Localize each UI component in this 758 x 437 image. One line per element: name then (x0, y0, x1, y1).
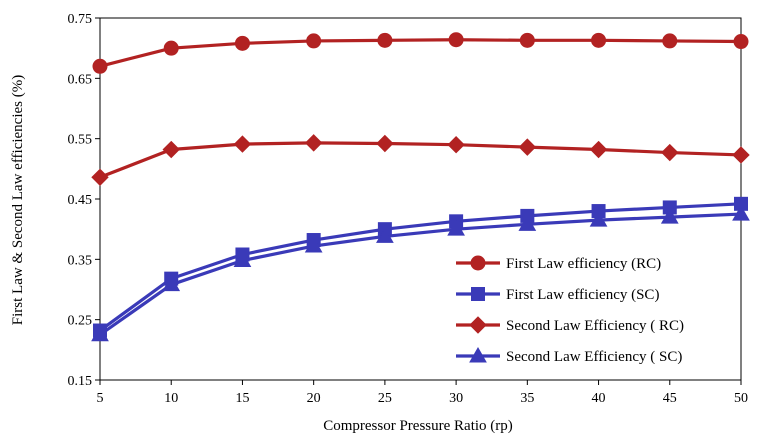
x-tick-label: 35 (520, 391, 534, 406)
data-point (306, 33, 322, 49)
legend-label: First Law efficiency (SC) (506, 287, 659, 303)
data-point (91, 168, 109, 186)
x-tick-label: 20 (307, 391, 321, 406)
data-point (732, 146, 750, 164)
data-point (162, 275, 181, 292)
x-axis-title: Compressor Pressure Ratio (rp) (323, 418, 513, 434)
data-point (233, 251, 252, 268)
legend-marker (469, 316, 487, 334)
x-tick-label: 25 (378, 391, 392, 406)
data-point (92, 58, 108, 74)
data-point (91, 325, 109, 342)
data-point (304, 237, 323, 253)
y-tick-label: 0.35 (68, 253, 93, 268)
legend-marker (471, 287, 485, 301)
data-point (234, 35, 250, 51)
x-tick-label: 30 (449, 391, 463, 406)
data-point (660, 208, 679, 224)
data-point (589, 140, 608, 159)
data-point (162, 140, 180, 159)
data-point (661, 143, 679, 162)
x-tick-label: 10 (164, 391, 178, 406)
legend-label: Second Law Efficiency ( RC) (506, 318, 684, 334)
data-point (376, 134, 394, 153)
x-tick-label: 5 (97, 391, 104, 406)
legend-marker (470, 255, 486, 271)
legend-item: First Law efficiency (RC) (456, 255, 661, 272)
data-point (591, 32, 607, 48)
data-point (589, 211, 608, 227)
data-point (447, 220, 465, 236)
legend-item: First Law efficiency (SC) (456, 287, 659, 303)
series-3 (91, 134, 750, 186)
series-line (99, 38, 742, 68)
y-tick-label: 0.75 (68, 12, 93, 27)
series-layer (91, 32, 750, 342)
data-point (733, 34, 749, 50)
x-tick-label: 40 (592, 391, 606, 406)
x-tick-label: 15 (235, 391, 249, 406)
y-axis-title: First Law & Second Law efficiencies (%) (10, 75, 26, 325)
data-point (377, 32, 393, 48)
x-axis: 5 10 15 20 25 30 35 40 45 50 (97, 380, 748, 406)
y-tick-label: 0.15 (68, 374, 93, 389)
legend-label: First Law efficiency (RC) (506, 256, 661, 272)
data-point (732, 205, 750, 221)
data-point (233, 135, 252, 153)
data-point (447, 135, 465, 154)
y-tick-label: 0.25 (68, 314, 93, 329)
legend: First Law efficiency (RC) First Law effic… (456, 255, 684, 365)
data-point (662, 33, 678, 49)
x-tick-label: 45 (663, 391, 677, 406)
legend-marker (469, 346, 487, 363)
y-tick-label: 0.65 (68, 72, 93, 87)
x-tick-label: 50 (734, 391, 748, 406)
legend-item: Second Law Efficiency ( RC) (456, 316, 684, 334)
data-point (519, 32, 535, 48)
data-point (304, 134, 323, 152)
data-point (448, 32, 464, 48)
legend-item: Second Law Efficiency ( SC) (456, 346, 682, 365)
data-point (518, 215, 537, 231)
series-1 (92, 32, 749, 74)
y-tick-label: 0.45 (68, 193, 93, 208)
data-point (163, 40, 179, 56)
series-line (99, 212, 742, 337)
y-tick-label: 0.55 (68, 133, 93, 148)
series-line (99, 202, 742, 332)
y-axis: 0.15 0.25 0.35 0.45 0.55 0.65 0.75 (68, 12, 100, 389)
data-point (376, 227, 394, 243)
series-line (99, 141, 742, 179)
series-4 (91, 205, 750, 342)
legend-label: Second Law Efficiency ( SC) (506, 349, 682, 365)
data-point (518, 138, 537, 156)
